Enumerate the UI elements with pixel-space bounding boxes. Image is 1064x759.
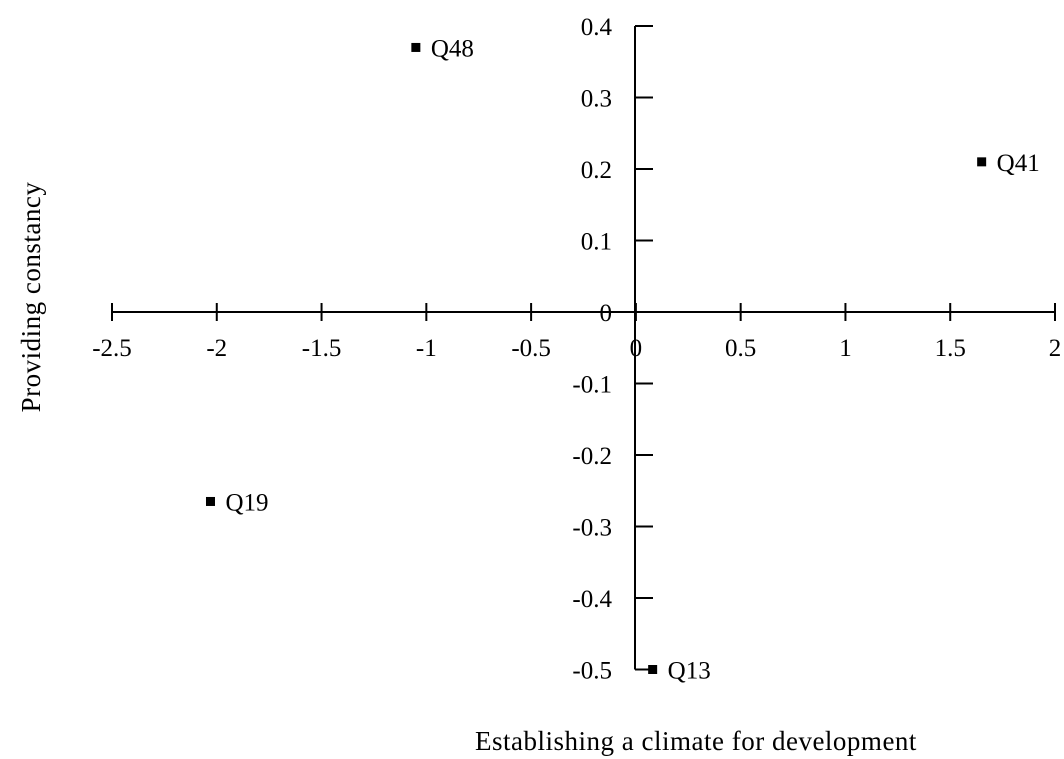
y-tick-label: 0.3 bbox=[581, 86, 612, 113]
data-point bbox=[411, 42, 421, 52]
data-point-label: Q13 bbox=[668, 658, 711, 685]
data-point-label: Q19 bbox=[225, 489, 268, 516]
x-tick-label: 1 bbox=[839, 335, 852, 362]
x-tick-label: -2 bbox=[206, 335, 227, 362]
x-tick-label: -1.5 bbox=[302, 335, 342, 362]
x-tick-label: 1.5 bbox=[935, 335, 966, 362]
y-tick-label: -0.5 bbox=[572, 658, 612, 685]
y-ticks: 0.4 0.3 0.2 0.1 0 -0.1 -0.2 -0.3 -0.4 -0.5 bbox=[572, 14, 653, 685]
y-tick-label: -0.2 bbox=[572, 443, 612, 470]
data-point bbox=[205, 496, 215, 506]
x-tick-label: 0.5 bbox=[725, 335, 756, 362]
y-tick-label: -0.3 bbox=[572, 515, 612, 542]
data-point-label: Q41 bbox=[997, 150, 1040, 177]
y-axis-title: Providing constancy bbox=[16, 182, 46, 413]
x-tick-label: -2.5 bbox=[92, 335, 132, 362]
data-point-label: Q48 bbox=[431, 35, 474, 62]
y-tick-label: -0.1 bbox=[572, 372, 612, 399]
y-tick-label: -0.4 bbox=[572, 586, 612, 613]
x-tick-label: -0.5 bbox=[511, 335, 551, 362]
data-points: Q48 Q41 Q19 Q13 bbox=[205, 35, 1040, 685]
x-axis-title: Establishing a climate for development bbox=[475, 726, 917, 756]
y-tick-label: 0.2 bbox=[581, 157, 612, 184]
y-tick-label: 0 bbox=[600, 300, 613, 327]
y-tick-label: 0.1 bbox=[581, 229, 612, 256]
axes bbox=[112, 26, 1055, 670]
x-tick-label: 0 bbox=[630, 335, 643, 362]
x-ticks: -2.5 -2 -1.5 -1 -0.5 0 0.5 1 1.5 2 bbox=[92, 303, 1061, 362]
x-tick-label: 2 bbox=[1049, 335, 1062, 362]
y-tick-label: 0.4 bbox=[581, 14, 613, 41]
x-tick-label: -1 bbox=[416, 335, 437, 362]
data-point bbox=[648, 665, 658, 674]
data-point bbox=[977, 157, 987, 167]
